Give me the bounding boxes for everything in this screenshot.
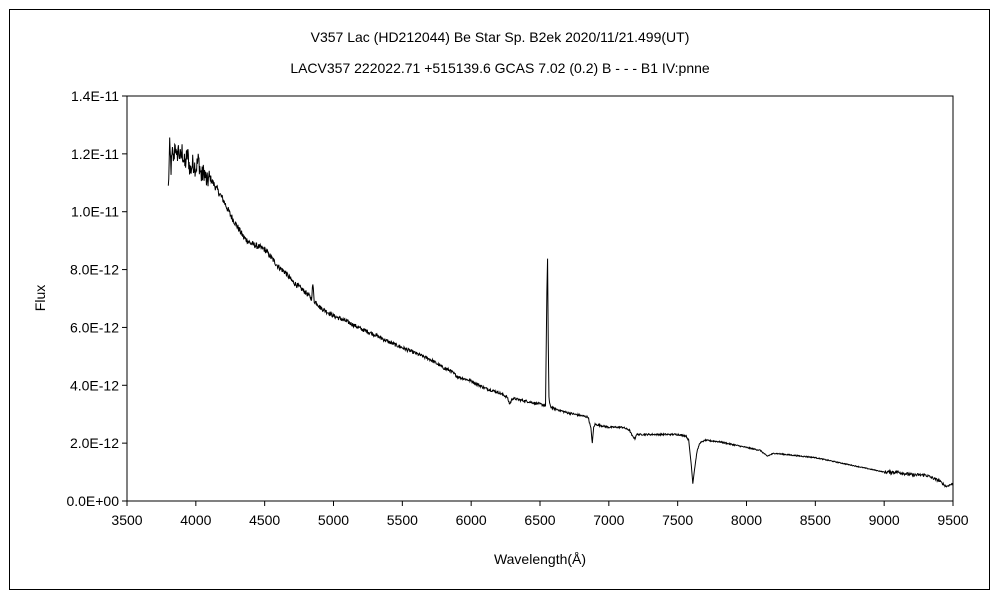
x-tick-label: 8500 [800,512,831,528]
chart-title: V357 Lac (HD212044) Be Star Sp. B2ek 202… [311,29,690,45]
spectrum-line [167,137,954,488]
y-axis-label: Flux [32,285,48,311]
x-tick-label: 3500 [111,512,142,528]
x-tick-label: 9500 [937,512,968,528]
plot-area [126,95,954,502]
y-axis: 0.0E+00 2.0E-12 4.0E-12 6.0E-12 8.0E-12 1.0E-… [66,88,127,509]
x-tick-label: 4000 [180,512,211,528]
y-tick-label: 0.0E+00 [66,493,119,509]
chart-frame [9,9,990,590]
x-axis-label: Wavelength(Å) [494,551,586,567]
y-tick-label: 1.2E-11 [71,146,119,162]
x-tick-label: 6000 [456,512,487,528]
x-tick-label: 6500 [524,512,555,528]
x-tick-label: 5500 [387,512,418,528]
y-tick-label: 6.0E-12 [70,319,119,335]
chart-subtitle: LACV357 222022.71 +515139.6 GCAS 7.02 (0… [290,60,710,76]
x-tick-label: 5000 [318,512,349,528]
x-axis: 3500 4000 4500 5000 5500 6000 6500 7000 7500 8000… [111,501,969,528]
x-tick-label: 7000 [593,512,624,528]
y-tick-label: 1.0E-11 [71,204,119,220]
x-tick-label: 9000 [869,512,900,528]
x-tick-label: 4500 [249,512,280,528]
y-tick-label: 8.0E-12 [70,262,119,278]
y-tick-label: 2.0E-12 [70,435,119,451]
y-tick-label: 4.0E-12 [70,377,119,393]
x-tick-label: 7500 [662,512,693,528]
y-tick-label: 1.4E-11 [71,88,119,104]
x-tick-label: 8000 [731,512,762,528]
